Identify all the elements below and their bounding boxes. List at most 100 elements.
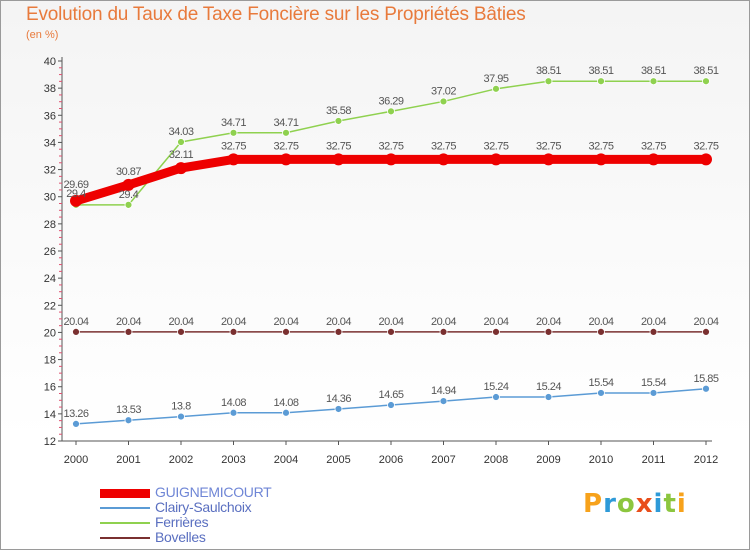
legend-label: Clairy-Saulchoix	[155, 499, 252, 515]
series-line-guignemicourt	[71, 154, 711, 206]
data-label: 36.29	[378, 95, 403, 107]
legend-item: Bovelles	[100, 529, 360, 545]
data-point	[124, 200, 133, 209]
data-label: 20.04	[273, 316, 298, 328]
x-tick-label: 2012	[694, 454, 718, 466]
data-point	[387, 107, 395, 116]
data-label: 13.53	[116, 404, 141, 416]
data-point	[597, 389, 605, 397]
data-point	[702, 77, 710, 86]
data-label: 29.69	[63, 179, 88, 191]
legend-swatch	[100, 522, 150, 524]
data-label: 15.24	[483, 381, 508, 393]
data-point	[595, 153, 607, 166]
data-label: 20.04	[116, 316, 141, 328]
x-tick-label: 2007	[431, 454, 455, 466]
data-label: 32.75	[641, 140, 666, 152]
data-point	[437, 153, 450, 166]
data-point	[649, 77, 658, 86]
legend-item: Clairy-Saulchoix	[100, 499, 360, 515]
data-label: 20.04	[378, 316, 403, 328]
data-point	[334, 405, 343, 413]
data-point	[229, 327, 238, 336]
data-label: 20.04	[588, 316, 613, 328]
data-label: 34.71	[221, 117, 246, 129]
data-label: 37.95	[483, 73, 508, 85]
data-point	[542, 153, 555, 166]
data-point	[227, 153, 240, 166]
y-tick-label: 36	[44, 110, 56, 122]
data-point	[282, 128, 290, 137]
y-tick-label: 32	[44, 165, 56, 177]
data-point	[124, 416, 133, 425]
data-label: 20.04	[693, 316, 718, 328]
data-point	[280, 153, 292, 166]
x-tick-label: 2011	[642, 454, 666, 466]
data-label: 14.94	[431, 385, 456, 397]
y-tick-label: 16	[44, 382, 56, 394]
x-tick-label: 2006	[379, 454, 403, 466]
data-point	[387, 401, 395, 409]
data-point	[702, 327, 710, 336]
data-label: 30.87	[116, 166, 141, 178]
x-tick-label: 2001	[116, 454, 140, 466]
y-tick-label: 28	[44, 219, 56, 231]
y-tick-label: 30	[44, 192, 56, 204]
data-label: 29.4	[66, 188, 86, 200]
data-point	[229, 408, 238, 417]
x-tick-label: 2005	[326, 454, 350, 466]
y-tick-label: 22	[44, 300, 56, 312]
data-point	[700, 153, 712, 166]
data-point	[492, 393, 500, 401]
logo-letter: i	[676, 489, 687, 519]
data-point	[177, 138, 185, 146]
y-tick-label: 38	[44, 83, 56, 95]
legend-item: Ferrières	[100, 514, 360, 530]
data-point	[124, 327, 133, 336]
data-label: 32.75	[536, 140, 561, 152]
data-point	[70, 194, 82, 207]
y-tick-label: 18	[44, 355, 56, 367]
y-axis-unit: (en %)	[26, 29, 59, 41]
y-tick-label: 24	[44, 273, 56, 285]
data-point	[334, 117, 343, 125]
data-point	[544, 77, 553, 86]
data-point	[490, 153, 502, 166]
y-tick-label: 26	[44, 246, 56, 258]
data-label: 20.04	[536, 316, 561, 328]
data-label: 38.51	[693, 65, 718, 77]
data-point	[544, 327, 553, 336]
legend-swatch	[100, 488, 150, 498]
x-tick-label: 2000	[64, 454, 88, 466]
logo-letter: o	[616, 489, 636, 519]
data-point	[492, 84, 500, 93]
legend-swatch	[100, 537, 150, 539]
logo-letter: r	[603, 489, 617, 519]
data-point	[647, 153, 660, 166]
data-label: 13.26	[63, 408, 88, 420]
data-label: 20.04	[168, 316, 193, 328]
data-point	[385, 153, 397, 166]
data-point	[439, 97, 448, 106]
data-label: 32.75	[326, 140, 351, 152]
data-label: 32.75	[588, 140, 613, 152]
x-tick-label: 2003	[221, 454, 245, 466]
logo-letter: i	[653, 489, 664, 519]
data-point	[387, 327, 395, 336]
data-label: 15.54	[588, 377, 613, 389]
data-point	[332, 153, 345, 166]
data-label: 32.75	[483, 140, 508, 152]
y-tick-label: 34	[44, 137, 56, 149]
x-tick-label: 2002	[169, 454, 193, 466]
data-label: 32.75	[431, 140, 456, 152]
data-point	[282, 327, 290, 336]
legend: GUIGNEMICOURT Clairy-Saulchoix Ferrières Bo…	[100, 484, 360, 545]
logo-letter: x	[635, 489, 654, 519]
legend-label: GUIGNEMICOURT	[155, 484, 272, 500]
data-label: 32.75	[693, 140, 718, 152]
logo-letter: P	[583, 489, 604, 519]
y-tick-label: 12	[44, 436, 56, 448]
x-tick-label: 2004	[274, 454, 298, 466]
data-label: 35.58	[326, 105, 351, 117]
